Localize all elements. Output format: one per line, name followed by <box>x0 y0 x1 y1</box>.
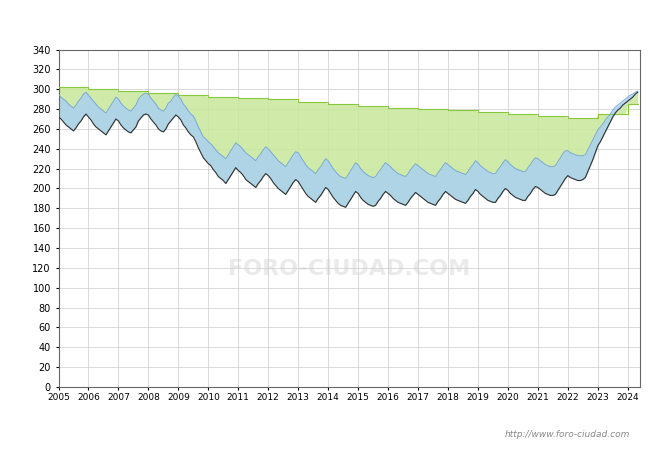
Text: http://www.foro-ciudad.com: http://www.foro-ciudad.com <box>505 430 630 439</box>
Text: Fuentes - Evolucion de la poblacion en edad de Trabajar Mayo de 2024: Fuentes - Evolucion de la poblacion en e… <box>60 17 590 30</box>
Text: FORO-CIUDAD.COM: FORO-CIUDAD.COM <box>228 259 471 279</box>
